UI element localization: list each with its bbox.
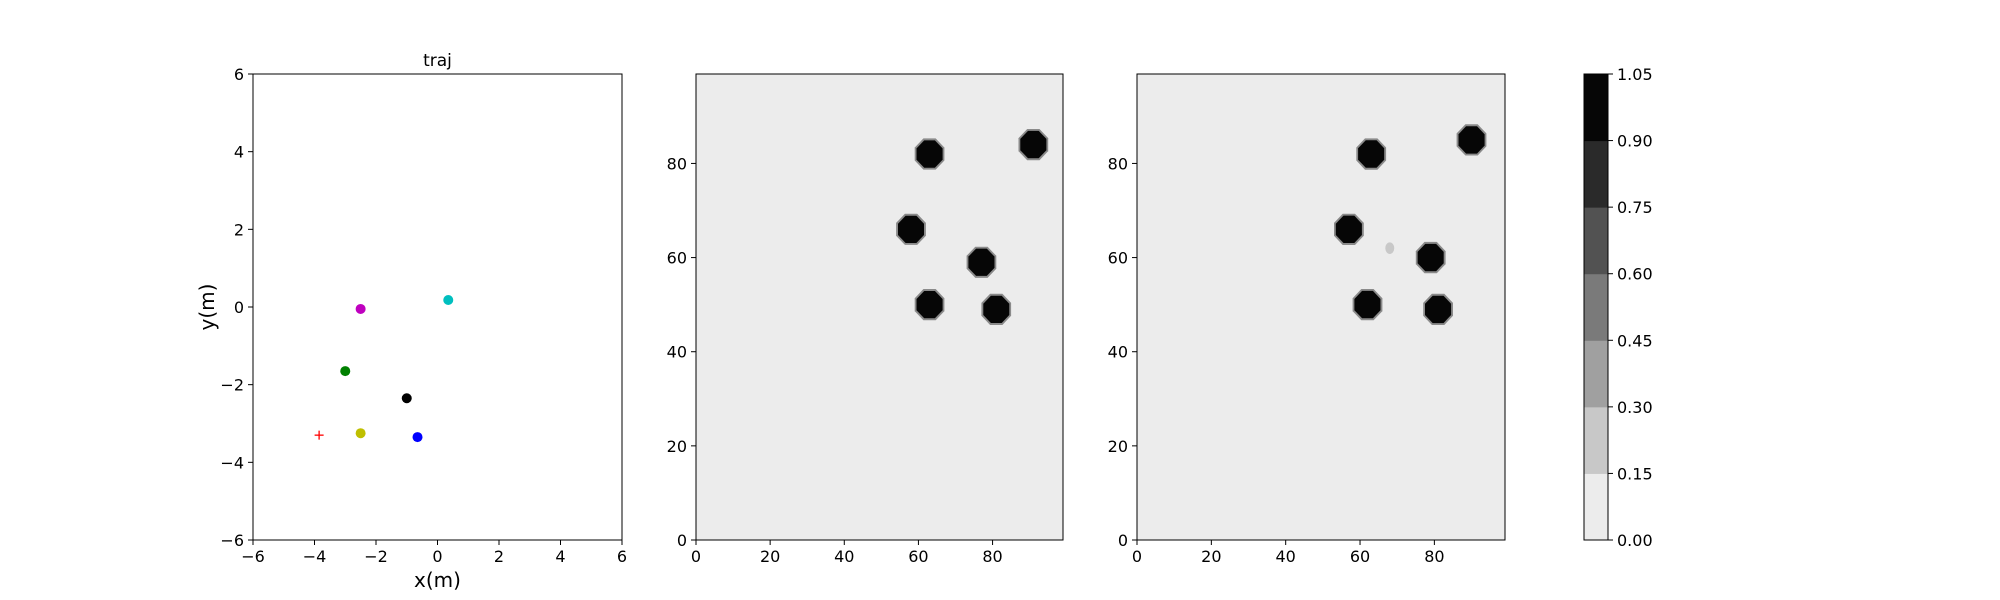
colorbar-tick-label: 0.75 bbox=[1617, 198, 1653, 217]
colorbar-level bbox=[1584, 74, 1608, 142]
occupancy-blob bbox=[914, 289, 945, 321]
heatmap-frame bbox=[1136, 73, 1506, 541]
x-tick-label: 6 bbox=[617, 547, 627, 566]
y-tick-label: 20 bbox=[1108, 437, 1128, 456]
x-tick-label: 0 bbox=[691, 547, 701, 566]
occupancy-blob bbox=[1423, 293, 1453, 325]
occupancy-blob bbox=[966, 246, 997, 278]
data-point bbox=[340, 366, 351, 377]
y-tick-label: 80 bbox=[1108, 154, 1128, 173]
y-tick-label: 0 bbox=[234, 298, 244, 317]
x-tick-label: 0 bbox=[432, 547, 442, 566]
colorbar-level bbox=[1584, 340, 1608, 408]
occupancy-blob bbox=[1334, 213, 1364, 245]
y-tick-label: 0 bbox=[1118, 531, 1128, 550]
colorbar-tick-label: 1.05 bbox=[1617, 65, 1653, 84]
colorbar-tick-label: 0.15 bbox=[1617, 464, 1653, 483]
x-tick-label: 4 bbox=[555, 547, 565, 566]
y-tick-label: 2 bbox=[234, 220, 244, 239]
colorbar-level bbox=[1584, 406, 1608, 474]
heatmap-frame bbox=[695, 73, 1064, 541]
occupancy-blob bbox=[1018, 129, 1049, 161]
data-point bbox=[443, 295, 454, 306]
occupancy-map-left: 0 20 40 60 80 0 20 40 60 80 bbox=[667, 73, 1064, 566]
colorbar-tick-label: 0.00 bbox=[1617, 531, 1653, 550]
y-tick-label: 4 bbox=[234, 143, 244, 162]
occupancy-map-right: 0 20 40 60 80 0 20 40 60 80 bbox=[1108, 73, 1506, 566]
occupancy-blob bbox=[1356, 138, 1387, 170]
data-point bbox=[401, 393, 412, 404]
colorbar-level bbox=[1584, 473, 1608, 541]
trajectory-plot: −6 −4 −2 0 2 4 6 −6 −4 −2 0 2 4 6 traj x(m) y(m) bbox=[195, 51, 627, 592]
occupancy-blob bbox=[914, 138, 945, 170]
x-tick-label: 40 bbox=[834, 547, 854, 566]
x-tick-label: 40 bbox=[1276, 547, 1296, 566]
plot-area bbox=[252, 73, 623, 541]
y-tick-label: −4 bbox=[220, 453, 244, 472]
y-tick-label: 40 bbox=[1108, 343, 1128, 362]
plot-title: traj bbox=[423, 51, 452, 71]
colorbar-level bbox=[1584, 140, 1608, 208]
occupancy-blob bbox=[1352, 289, 1383, 321]
y-tick-label: 6 bbox=[234, 65, 244, 84]
data-point bbox=[412, 432, 423, 443]
data-point-plus bbox=[314, 430, 324, 440]
x-tick-label: 0 bbox=[1132, 547, 1142, 566]
y-axis-label: y(m) bbox=[195, 284, 219, 331]
colorbar-tick-label: 0.60 bbox=[1617, 265, 1653, 284]
x-tick-label: 60 bbox=[908, 547, 928, 566]
colorbar-frame bbox=[1583, 73, 1609, 541]
data-point bbox=[355, 303, 366, 314]
colorbar-tick-label: 0.90 bbox=[1617, 132, 1653, 151]
y-tick-label: 80 bbox=[667, 154, 687, 173]
x-tick-label: 60 bbox=[1350, 547, 1370, 566]
y-tick-label: 60 bbox=[667, 249, 687, 268]
y-tick-label: 60 bbox=[1108, 249, 1128, 268]
x-tick-label: 20 bbox=[760, 547, 780, 566]
colorbar: 0.00 0.15 0.30 0.45 0.60 0.75 0.90 1.05 bbox=[1583, 65, 1653, 550]
colorbar-level bbox=[1584, 207, 1608, 275]
occupancy-blob bbox=[1415, 241, 1446, 274]
colorbar-tick-label: 0.30 bbox=[1617, 398, 1653, 417]
x-tick-label: −4 bbox=[303, 547, 327, 566]
x-tick-label: 20 bbox=[1201, 547, 1221, 566]
x-tick-label: −2 bbox=[364, 547, 388, 566]
y-tick-label: −2 bbox=[220, 376, 244, 395]
x-axis-label: x(m) bbox=[414, 568, 461, 592]
x-tick-label: −6 bbox=[241, 547, 265, 566]
y-tick-label: −6 bbox=[220, 531, 244, 550]
data-point bbox=[355, 428, 366, 439]
occupancy-blob bbox=[981, 293, 1012, 325]
occupancy-blob bbox=[1456, 124, 1487, 156]
x-tick-label: 80 bbox=[1424, 547, 1444, 566]
y-tick-label: 0 bbox=[677, 531, 687, 550]
occupancy-blob bbox=[896, 213, 926, 245]
occupancy-blob bbox=[1385, 242, 1395, 254]
colorbar-level bbox=[1584, 273, 1608, 341]
x-tick-label: 2 bbox=[494, 547, 504, 566]
colorbar-tick-label: 0.45 bbox=[1617, 331, 1653, 350]
y-tick-label: 40 bbox=[667, 343, 687, 362]
y-tick-label: 20 bbox=[667, 437, 687, 456]
x-tick-label: 80 bbox=[982, 547, 1002, 566]
